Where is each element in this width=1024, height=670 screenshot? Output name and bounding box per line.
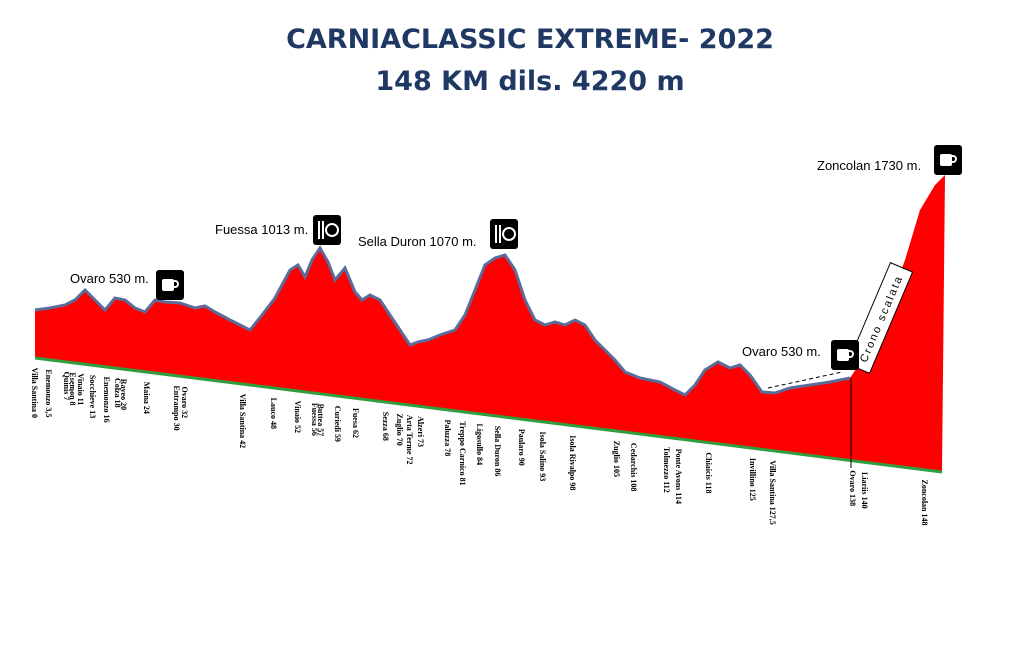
place-label: Sezza 68 — [381, 412, 390, 441]
baseline — [34, 356, 943, 474]
place-label: Vinaio 11 — [76, 373, 85, 405]
place-label: Buttea 57 — [316, 404, 325, 437]
place-label: Arta Terme 72 — [405, 415, 414, 465]
subtitle: 148 KM dils. 4220 m — [375, 66, 684, 97]
place-label: Paluzza 78 — [443, 420, 452, 457]
icon — [313, 215, 341, 245]
place-label: Enemonzo 16 — [102, 377, 111, 423]
fork — [495, 225, 497, 243]
peak-label: Ovaro 530 m. — [70, 271, 149, 286]
transfer-line — [767, 371, 843, 389]
cup-handle — [846, 350, 854, 358]
place-label: Vinaio 52 — [293, 401, 302, 433]
place-label: Villa Santina 127,5 — [768, 460, 777, 524]
plate — [325, 223, 339, 237]
peak-label: Zoncolan 1730 m. — [817, 158, 921, 173]
knife — [499, 225, 501, 243]
place-label: Cedarchis 108 — [629, 443, 638, 492]
place-label: Ponte Avons 114 — [674, 449, 683, 504]
icon — [490, 219, 518, 249]
cup — [940, 154, 952, 166]
place-label: Isola Rivalpo 98 — [568, 435, 577, 490]
place-label: Alzeri 73 — [416, 416, 425, 447]
place-label: Sella Duron 86 — [493, 426, 502, 477]
place-label: Paularo 90 — [517, 429, 526, 466]
place-label: Raveo 20 — [119, 379, 128, 410]
fork — [318, 221, 320, 239]
peak-label: Ovaro 530 m. — [742, 344, 821, 359]
place-label: Colza 18 — [113, 378, 122, 408]
place-label: Villa Santina 42 — [238, 394, 247, 448]
icon — [934, 145, 962, 175]
place-label: Lauco 48 — [269, 398, 278, 429]
place-label: Ovaro 138 — [848, 470, 857, 506]
place-label: Treppo Carnico 81 — [458, 421, 467, 485]
place-label: Quinis 7 — [62, 372, 71, 401]
place-label: Ligosullo 84 — [475, 424, 484, 466]
place-label: Villa Santina 0 — [30, 368, 39, 418]
icon — [156, 270, 184, 300]
place-label: Zuglio 70 — [395, 413, 404, 445]
place-label: Maina 24 — [142, 382, 151, 414]
knife — [322, 221, 324, 239]
place-label: Tolmezzo 112 — [662, 447, 671, 493]
cup-handle — [949, 155, 957, 163]
place-label: Esemon 8 — [68, 372, 77, 405]
cup — [162, 279, 174, 291]
cup — [837, 349, 849, 361]
profile — [35, 175, 945, 472]
profile-edge — [34, 245, 851, 397]
place-label: Enemonzo 3,5 — [44, 369, 53, 417]
place-label: Invillino 125 — [748, 458, 757, 501]
place-label: Fuessa 56 — [310, 403, 319, 436]
place-label: Curiedi 59 — [333, 406, 342, 442]
place-label: Zoncolan 148 — [920, 479, 929, 525]
icon — [831, 340, 859, 370]
place-label: Chiaicis 118 — [704, 452, 713, 493]
place-label: Isola Salino 93 — [538, 431, 547, 481]
peak-label: Sella Duron 1070 m. — [358, 234, 477, 249]
title: CARNIACLASSIC EXTREME- 2022 — [286, 24, 774, 55]
plate — [502, 227, 516, 241]
place-label: Ovaro 32 — [180, 386, 189, 418]
place-label: Zuglio 105 — [612, 441, 621, 477]
place-label: Socchieve 13 — [88, 375, 97, 418]
place-label: Liariis 140 — [860, 472, 869, 509]
place-label: Entrampo 30 — [172, 385, 181, 430]
peak-label: Fuessa 1013 m. — [215, 222, 308, 237]
cup-handle — [171, 280, 179, 288]
place-label: Fuesa 62 — [351, 408, 360, 438]
